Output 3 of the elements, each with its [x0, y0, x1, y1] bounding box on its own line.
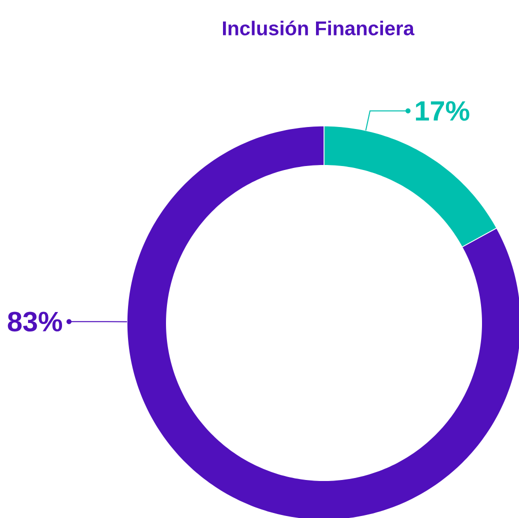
chart-title: Inclusión Financiera — [223, 20, 414, 36]
data-label: 17% — [416, 101, 470, 121]
data-label: 83% — [8, 312, 62, 332]
